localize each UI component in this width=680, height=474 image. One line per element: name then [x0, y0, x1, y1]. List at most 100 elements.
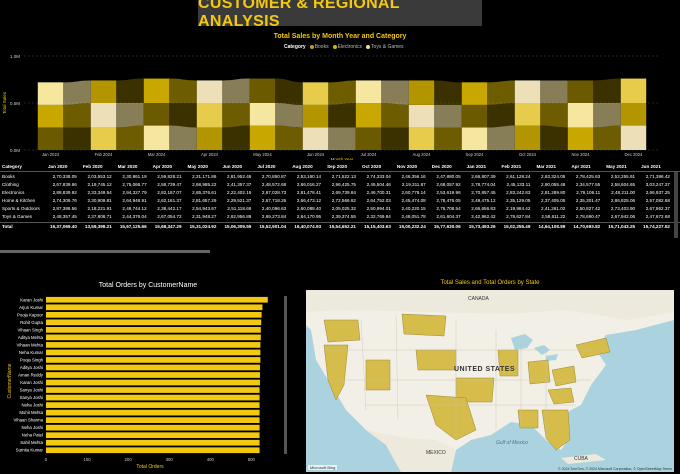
matrix-header-month[interactable]: Apr 2020 [152, 164, 173, 169]
matrix-header-month[interactable]: Sep 2020 [327, 164, 348, 169]
matrix-row-label[interactable]: Toys & Games [2, 214, 32, 219]
matrix-row-label[interactable]: Home & Kitchen [2, 198, 36, 203]
customer-order-bar[interactable] [46, 379, 260, 386]
customer-order-bar[interactable] [46, 402, 260, 408]
matrix-row-label[interactable]: Electronics [2, 190, 25, 195]
state-map[interactable]: CANADA UNITED STATES MEXICO CUBA Gulf of… [306, 290, 674, 472]
ribbon-band[interactable] [222, 103, 250, 128]
legend-item-toys[interactable]: Toys & Games [366, 44, 404, 50]
ribbon-band[interactable] [169, 125, 197, 150]
ribbon-segment[interactable] [620, 78, 647, 103]
ribbon-band[interactable] [169, 103, 197, 128]
matrix-header-month[interactable]: Jan 2020 [48, 164, 68, 169]
ribbon-band[interactable] [434, 80, 462, 105]
customer-order-bar[interactable] [46, 439, 260, 446]
ribbon-segment[interactable] [302, 82, 329, 105]
ribbon-segment[interactable] [302, 127, 329, 150]
ribbon-segment[interactable] [37, 127, 64, 150]
ribbon-band[interactable] [434, 104, 462, 128]
ribbon-segment[interactable] [302, 104, 329, 128]
customer-order-bar[interactable] [46, 364, 260, 371]
ribbon-band[interactable] [275, 103, 303, 128]
matrix-header-month[interactable]: Feb 2021 [501, 164, 522, 169]
matrix-header-month[interactable]: May 2021 [606, 164, 627, 169]
ribbon-segment[interactable] [567, 103, 594, 128]
ribbon-band[interactable] [63, 80, 91, 105]
customer-order-bar[interactable] [46, 342, 261, 348]
ribbon-band[interactable] [381, 80, 409, 105]
ribbon-band[interactable] [328, 80, 356, 105]
ribbon-band[interactable] [275, 125, 303, 150]
ribbon-segment[interactable] [90, 103, 117, 128]
ribbon-segment[interactable] [143, 125, 170, 150]
bar-chart-scrollbar[interactable] [284, 296, 287, 454]
ribbon-segment[interactable] [37, 104, 64, 128]
ribbon-segment[interactable] [196, 127, 223, 150]
ribbon-band[interactable] [434, 127, 462, 150]
matrix-header-month[interactable]: Aug 2020 [292, 164, 313, 169]
matrix-header-month[interactable]: Jul 2020 [257, 164, 276, 169]
customer-order-bar[interactable] [46, 424, 260, 431]
matrix-vertical-scrollbar[interactable] [674, 172, 678, 238]
customer-order-bar[interactable] [46, 432, 260, 439]
ribbon-segment[interactable] [249, 125, 276, 150]
ribbon-segment[interactable] [143, 103, 170, 126]
ribbon-band[interactable] [63, 127, 91, 150]
sales-matrix-table[interactable]: Category Jan 2020 Feb 2020 Mar 2020 Apr 2020… [0, 160, 680, 256]
ribbon-band[interactable] [487, 103, 515, 128]
legend-item-electronics[interactable]: Electronics [332, 44, 362, 50]
ribbon-segment[interactable] [196, 80, 223, 103]
ribbon-segment[interactable] [90, 80, 117, 103]
matrix-row-label[interactable]: Clothing [2, 182, 19, 187]
map-copyright[interactable]: © 2024 TomTom, © 2024 Microsoft Corporat… [558, 467, 672, 471]
customer-order-bar[interactable] [46, 319, 262, 326]
customer-order-bar[interactable] [46, 334, 261, 341]
ribbon-segment[interactable] [514, 125, 541, 150]
matrix-row-label[interactable]: Sports & Outdoors [2, 206, 40, 211]
customer-order-bar[interactable] [46, 357, 261, 363]
ribbon-segment[interactable] [249, 78, 276, 103]
ribbon-segment[interactable] [408, 104, 435, 128]
ribbon-segment[interactable] [408, 127, 435, 150]
customer-order-bar[interactable] [46, 296, 268, 303]
ribbon-band[interactable] [381, 103, 409, 128]
customer-order-bar[interactable] [46, 387, 260, 393]
matrix-header-month[interactable]: Mar 2021 [536, 164, 557, 169]
ribbon-band[interactable] [593, 103, 621, 128]
ribbon-segment[interactable] [567, 80, 594, 103]
matrix-header-month[interactable]: Jun 2020 [222, 164, 243, 169]
matrix-header-month[interactable]: Jan 2021 [466, 164, 487, 169]
ribbon-band[interactable] [540, 80, 568, 103]
matrix-header-month[interactable]: Dec 2020 [431, 164, 452, 169]
ribbon-segment[interactable] [567, 127, 594, 150]
ribbon-band[interactable] [116, 78, 144, 103]
ribbon-segment[interactable] [249, 103, 276, 126]
customer-order-bar[interactable] [46, 372, 260, 378]
ribbon-segment[interactable] [355, 103, 382, 128]
ribbon-band[interactable] [540, 103, 568, 128]
customer-order-bar[interactable] [46, 326, 261, 333]
customer-order-bar[interactable] [46, 311, 262, 318]
ribbon-band[interactable] [381, 127, 409, 150]
matrix-header-month[interactable]: Jun 2021 [641, 164, 661, 169]
ribbon-segment[interactable] [355, 127, 382, 150]
ribbon-segment[interactable] [143, 78, 170, 103]
ribbon-segment[interactable] [90, 127, 117, 150]
ribbon-band[interactable] [116, 125, 144, 150]
customer-order-bar[interactable] [46, 349, 261, 356]
ribbon-band[interactable] [116, 103, 144, 128]
ribbon-band[interactable] [222, 125, 250, 150]
ribbon-segment[interactable] [461, 127, 488, 150]
ribbon-band[interactable] [328, 127, 356, 150]
ribbon-band[interactable] [169, 78, 197, 103]
bar-chart[interactable]: Karan Joshi Arjun Kumar Pooja Kapoor Rohit … [0, 292, 296, 464]
ribbon-band[interactable] [487, 80, 515, 105]
ribbon-band[interactable] [593, 78, 621, 103]
ribbon-segment[interactable] [355, 80, 382, 103]
ribbon-segment[interactable] [461, 82, 488, 105]
legend-item-books[interactable]: Books [309, 44, 329, 50]
ribbon-segment[interactable] [461, 104, 488, 128]
ribbon-band[interactable] [222, 78, 250, 103]
matrix-header-month[interactable]: Apr 2021 [571, 164, 591, 169]
customer-order-bar[interactable] [46, 447, 260, 454]
